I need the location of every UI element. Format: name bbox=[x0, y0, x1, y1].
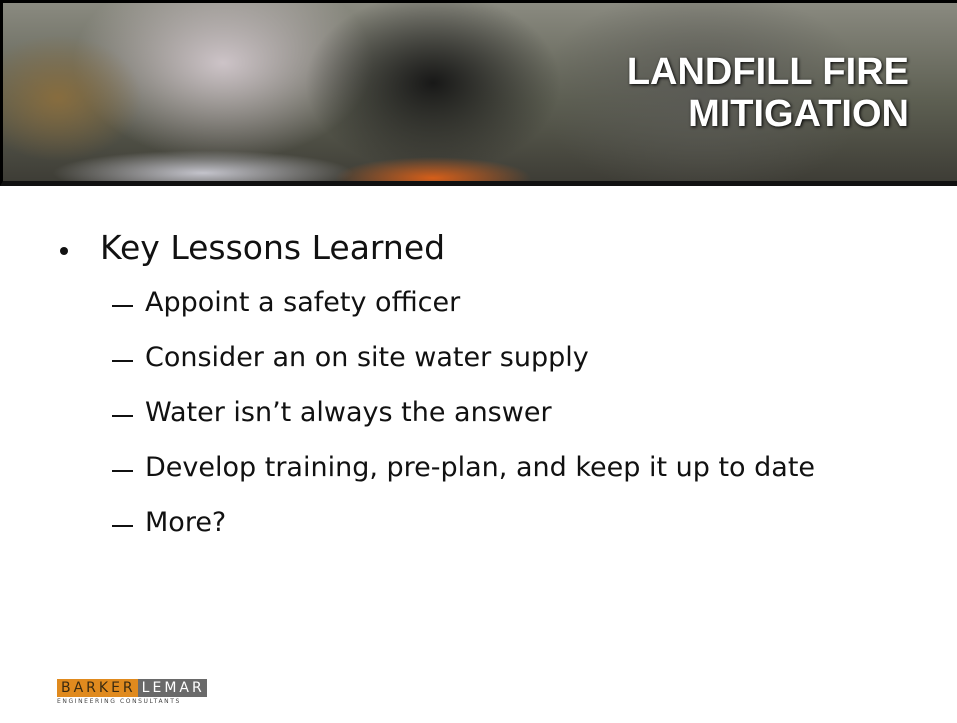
heading: Key Lessons Learned bbox=[100, 228, 445, 267]
logo-right: LEMAR bbox=[138, 679, 207, 697]
list-item: Consider an on site water supply bbox=[145, 342, 589, 373]
bullet bbox=[60, 247, 68, 255]
slide: LANDFILL FIRE MITIGATION Key Lessons Lea… bbox=[0, 0, 957, 723]
list-item: Water isn’t always the answer bbox=[145, 397, 552, 428]
list-item: Appoint a safety officer bbox=[145, 287, 460, 318]
list-item: Develop training, pre-plan, and keep it … bbox=[145, 452, 815, 483]
logo-left: BARKER bbox=[57, 679, 138, 697]
list-item: More? bbox=[145, 507, 226, 538]
logo-tagline: ENGINEERING CONSULTANTS bbox=[57, 698, 207, 705]
